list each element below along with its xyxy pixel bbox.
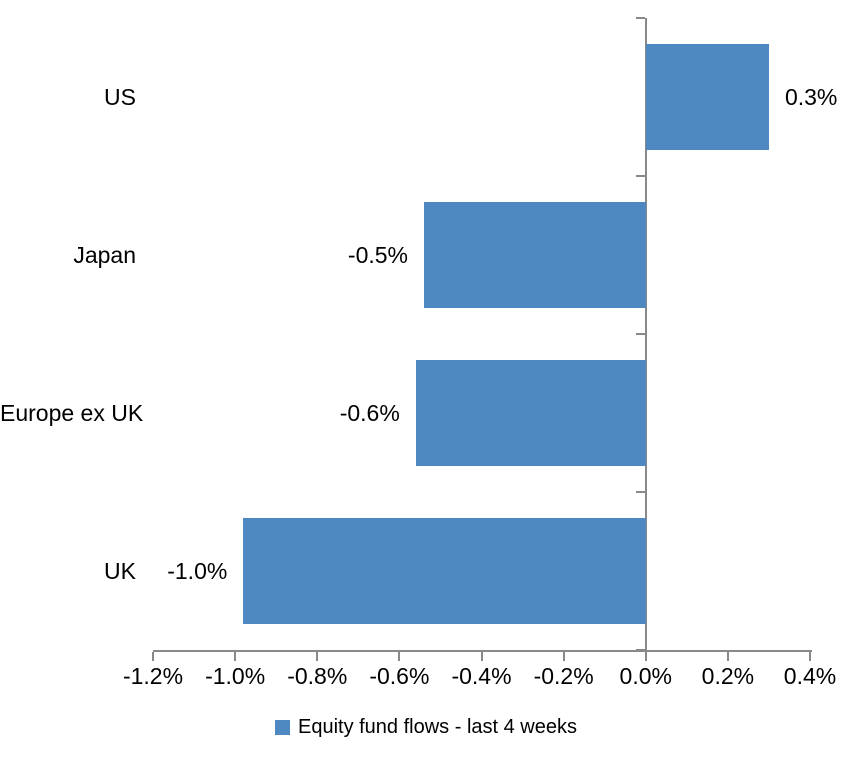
data-label: -0.6% xyxy=(339,400,400,426)
value-axis-tick-label: -1.0% xyxy=(205,663,266,689)
value-axis-tick-label: -0.8% xyxy=(287,663,348,689)
value-axis-tick xyxy=(480,652,483,661)
category-axis-tick xyxy=(635,175,645,177)
data-label: -1.0% xyxy=(167,558,228,584)
bar-europe-ex-uk xyxy=(415,360,646,466)
value-axis-line xyxy=(153,650,812,652)
bar-uk xyxy=(243,518,646,624)
bar-us xyxy=(645,44,769,150)
value-axis-tick xyxy=(316,652,319,661)
value-axis-tick-label: 0.0% xyxy=(619,663,672,689)
legend-swatch xyxy=(274,719,290,735)
value-axis-tick-label: -0.4% xyxy=(451,663,512,689)
value-axis-tick-label: 0.2% xyxy=(701,663,755,689)
value-axis-tick-label: -0.6% xyxy=(369,663,430,689)
data-label: 0.3% xyxy=(784,84,838,110)
value-axis-tick xyxy=(398,652,401,661)
value-axis-tick-label: -0.2% xyxy=(533,663,594,689)
legend: Equity fund flows - last 4 weeks xyxy=(0,710,852,744)
bar-japan xyxy=(424,202,646,308)
value-axis-tick xyxy=(809,652,811,661)
value-axis-tick xyxy=(644,652,647,661)
category-label: Japan xyxy=(73,242,136,268)
value-axis-tick-label: 0.4% xyxy=(783,663,837,689)
category-label: Europe ex UK xyxy=(0,400,144,426)
category-axis-tick xyxy=(635,333,645,335)
category-axis-tick xyxy=(635,17,645,19)
value-axis-tick-label: -1.2% xyxy=(122,663,184,689)
data-label: -0.5% xyxy=(347,242,408,268)
value-axis-tick xyxy=(562,652,565,661)
category-axis-tick xyxy=(635,491,645,493)
category-axis-line xyxy=(644,18,647,650)
category-label: UK xyxy=(104,558,136,584)
category-label: US xyxy=(104,84,136,110)
value-axis-tick xyxy=(152,652,154,661)
value-axis-tick xyxy=(234,652,237,661)
legend-label: Equity fund flows - last 4 weeks xyxy=(297,715,577,738)
value-axis-tick xyxy=(726,652,729,661)
